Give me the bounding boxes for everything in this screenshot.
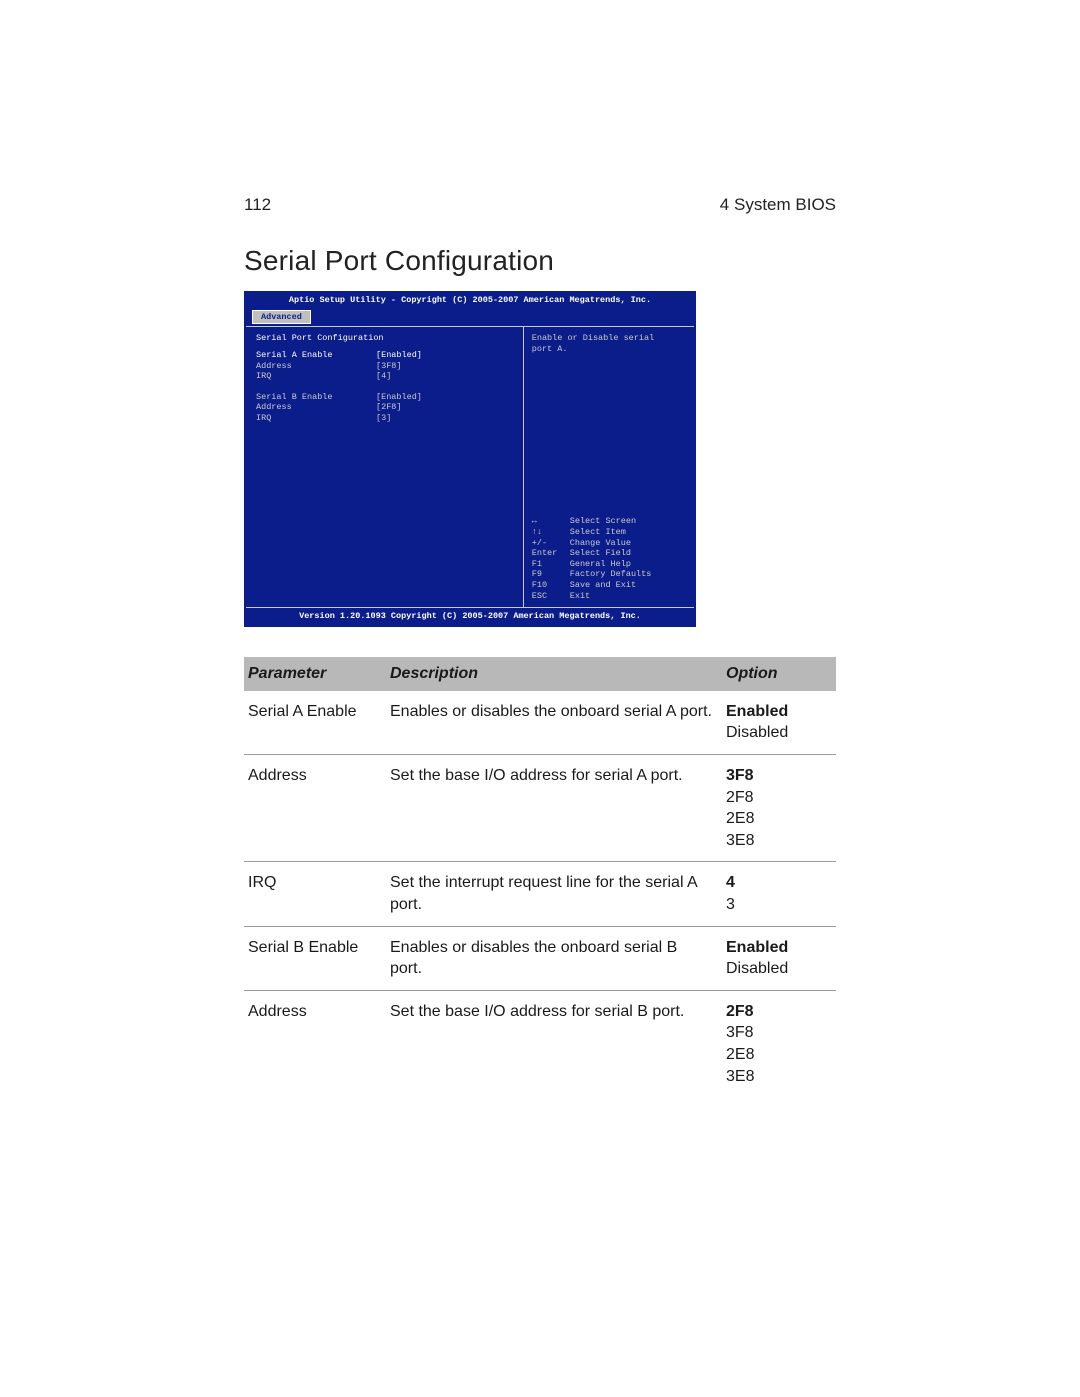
spacer	[256, 382, 517, 392]
page-number: 112	[244, 195, 271, 215]
option-value: 2E8	[726, 808, 826, 830]
col-description: Description	[386, 657, 722, 691]
option-value: Enabled	[726, 701, 826, 723]
bios-item-label: Address	[256, 402, 376, 413]
cell-parameter: Address	[244, 755, 386, 862]
bios-item-serial-a-enable[interactable]: Serial A Enable [Enabled]	[256, 350, 517, 361]
bios-title-bar: Aptio Setup Utility - Copyright (C) 2005…	[246, 293, 694, 310]
bios-item-label: IRQ	[256, 413, 376, 424]
bios-item-label: IRQ	[256, 371, 376, 382]
option-value: 3E8	[726, 830, 826, 852]
table-row: IRQSet the interrupt request line for th…	[244, 862, 836, 926]
cell-option: 43	[722, 862, 836, 926]
option-value: 3F8	[726, 1022, 826, 1044]
bios-right-pane: Enable or Disable serial port A. ↔Select…	[524, 327, 694, 607]
bios-item-serial-b-enable[interactable]: Serial B Enable [Enabled]	[256, 392, 517, 403]
option-value: Disabled	[726, 958, 826, 980]
cell-parameter: Serial B Enable	[244, 926, 386, 990]
option-value: 4	[726, 872, 826, 894]
bios-item-value: [3]	[376, 413, 391, 424]
bios-help-line: Enable or Disable serial	[532, 333, 688, 344]
document-page: 112 4 System BIOS Serial Port Configurat…	[0, 0, 1080, 1397]
table-row: AddressSet the base I/O address for seri…	[244, 990, 836, 1097]
bios-screen-title: Serial Port Configuration	[256, 333, 517, 344]
table-row: AddressSet the base I/O address for seri…	[244, 755, 836, 862]
bios-screenshot: Aptio Setup Utility - Copyright (C) 2005…	[244, 291, 696, 627]
bios-item-irq-b[interactable]: IRQ [3]	[256, 413, 517, 424]
bios-item-irq-a[interactable]: IRQ [4]	[256, 371, 517, 382]
bios-item-value: [2F8]	[376, 402, 402, 413]
cell-option: 2F83F82E83E8	[722, 990, 836, 1097]
bios-body: Serial Port Configuration Serial A Enabl…	[246, 326, 694, 608]
bios-item-label: Serial B Enable	[256, 392, 376, 403]
bios-hotkey: +/-Change Value	[532, 538, 688, 549]
col-option: Option	[722, 657, 836, 691]
option-value: 3E8	[726, 1066, 826, 1088]
bios-hotkey: ESCExit	[532, 591, 688, 602]
bios-item-label: Serial A Enable	[256, 350, 376, 361]
bios-hotkey: ↔Select Screen	[532, 516, 688, 527]
bios-item-value: [3F8]	[376, 361, 402, 372]
option-value: Enabled	[726, 937, 826, 959]
cell-description: Set the base I/O address for serial B po…	[386, 990, 722, 1097]
parameter-table: Parameter Description Option Serial A En…	[244, 657, 836, 1097]
bios-item-value: [Enabled]	[376, 392, 422, 403]
bios-item-address-b[interactable]: Address [2F8]	[256, 402, 517, 413]
option-value: 2E8	[726, 1044, 826, 1066]
cell-parameter: Address	[244, 990, 386, 1097]
cell-description: Enables or disables the onboard serial A…	[386, 691, 722, 755]
page-header: 112 4 System BIOS	[244, 195, 836, 215]
bios-item-address-a[interactable]: Address [3F8]	[256, 361, 517, 372]
bios-tab-row: Advanced	[246, 310, 694, 327]
bios-hotkey: F10Save and Exit	[532, 580, 688, 591]
cell-option: 3F82F82E83E8	[722, 755, 836, 862]
cell-option: EnabledDisabled	[722, 691, 836, 755]
bios-hotkey: EnterSelect Field	[532, 548, 688, 559]
cell-parameter: Serial A Enable	[244, 691, 386, 755]
bios-tab-advanced[interactable]: Advanced	[252, 310, 311, 325]
col-parameter: Parameter	[244, 657, 386, 691]
cell-option: EnabledDisabled	[722, 926, 836, 990]
bios-hotkey: F9Factory Defaults	[532, 569, 688, 580]
bios-item-label: Address	[256, 361, 376, 372]
chapter-label: 4 System BIOS	[720, 195, 836, 215]
cell-description: Set the base I/O address for serial A po…	[386, 755, 722, 862]
table-header-row: Parameter Description Option	[244, 657, 836, 691]
bios-hotkey: F1General Help	[532, 559, 688, 570]
table-row: Serial A EnableEnables or disables the o…	[244, 691, 836, 755]
bios-footer: Version 1.20.1093 Copyright (C) 2005-200…	[246, 608, 694, 625]
option-value: 2F8	[726, 787, 826, 809]
bios-hotkey-list: ↔Select Screen ↑↓Select Item +/-Change V…	[532, 516, 688, 601]
option-value: Disabled	[726, 722, 826, 744]
option-value: 3F8	[726, 765, 826, 787]
cell-description: Enables or disables the onboard serial B…	[386, 926, 722, 990]
cell-description: Set the interrupt request line for the s…	[386, 862, 722, 926]
section-title: Serial Port Configuration	[244, 245, 836, 277]
bios-item-value: [Enabled]	[376, 350, 422, 361]
bios-left-pane: Serial Port Configuration Serial A Enabl…	[246, 327, 524, 607]
option-value: 3	[726, 894, 826, 916]
bios-help-line: port A.	[532, 344, 688, 355]
option-value: 2F8	[726, 1001, 826, 1023]
table-row: Serial B EnableEnables or disables the o…	[244, 926, 836, 990]
bios-help-text: Enable or Disable serial port A.	[532, 333, 688, 354]
bios-item-value: [4]	[376, 371, 391, 382]
bios-hotkey: ↑↓Select Item	[532, 527, 688, 538]
cell-parameter: IRQ	[244, 862, 386, 926]
